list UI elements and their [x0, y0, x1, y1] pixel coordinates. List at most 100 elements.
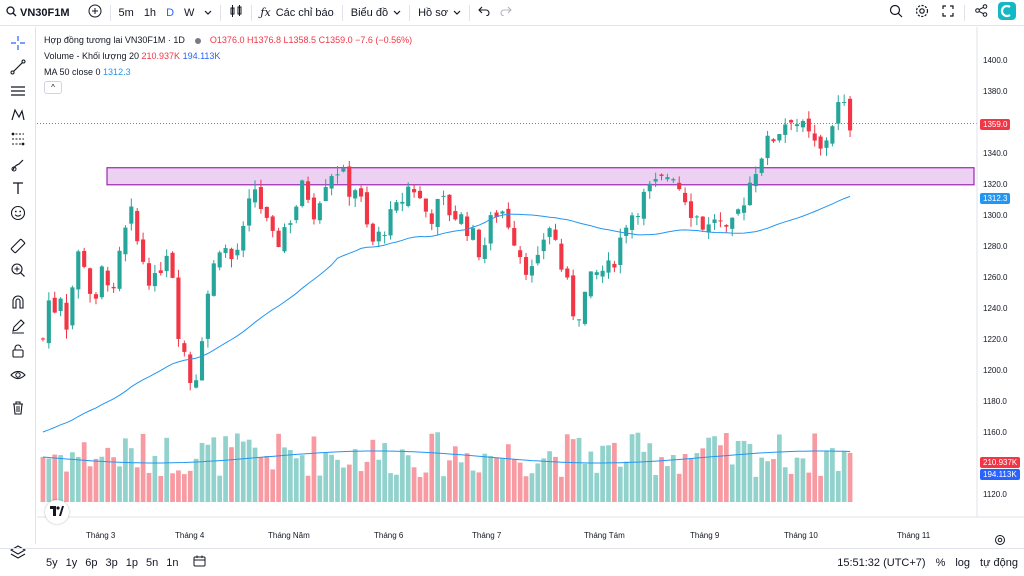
candle-body	[600, 270, 605, 277]
trendline-tool[interactable]	[6, 58, 30, 80]
candle-body	[465, 216, 470, 237]
candle-body	[335, 174, 340, 176]
volume-bar	[676, 473, 682, 502]
legend-title[interactable]: Hợp đồng tương lai VN30F1M · 1D	[44, 35, 185, 45]
time-axis: Tháng 3 Tháng 4 Tháng Năm Tháng 6 Tháng 7 Thá…	[37, 516, 1024, 540]
redo-button[interactable]	[495, 0, 517, 26]
quick-search-button[interactable]	[883, 0, 909, 26]
volume-bar	[570, 439, 576, 502]
magnet-tool[interactable]	[6, 293, 30, 315]
range-3m[interactable]: 3p	[105, 556, 118, 569]
candle-body	[535, 254, 540, 264]
range-1y[interactable]: 1y	[65, 556, 78, 569]
stay-in-drawing-tool[interactable]	[6, 317, 30, 339]
volume-bar	[612, 442, 617, 502]
zoom-search-icon	[889, 4, 903, 23]
hide-drawings-tool[interactable]	[6, 366, 30, 388]
horizontal-lines-tool[interactable]	[6, 82, 30, 104]
collapse-legend-button[interactable]: ^	[44, 81, 62, 94]
volume-bar	[346, 464, 352, 502]
candle-body	[76, 251, 81, 290]
price-chart[interactable]: 1400.01380.01360.01340.01320.01300.01280…	[37, 27, 1024, 544]
chart-type-button[interactable]	[224, 0, 248, 26]
range-5y[interactable]: 5y	[46, 556, 58, 569]
interval-dropdown[interactable]	[199, 0, 217, 26]
candle-body	[141, 239, 146, 262]
indicators-button[interactable]: ƒx Các chỉ báo	[255, 0, 338, 26]
share-button[interactable]	[968, 0, 994, 26]
profile-menu-button[interactable]: Hồ sơ	[413, 0, 466, 26]
volume-bar	[152, 455, 158, 502]
candle-body	[423, 198, 428, 212]
candle-body	[806, 118, 811, 132]
volume-bar	[765, 461, 770, 502]
calendar-icon	[193, 555, 206, 570]
pattern-tool[interactable]	[6, 106, 30, 128]
volume-bar	[417, 476, 423, 502]
interval-5m[interactable]: 5m	[118, 6, 134, 19]
fullscreen-button[interactable]	[935, 0, 961, 26]
volume-bar	[370, 439, 376, 502]
candle-body	[264, 206, 269, 218]
volume-bar	[659, 457, 664, 502]
candle-body	[435, 198, 440, 228]
brand-logo[interactable]	[994, 0, 1020, 26]
crosshair-tool[interactable]	[6, 34, 30, 56]
emoji-tool[interactable]	[6, 204, 30, 226]
interval-w[interactable]: W	[184, 6, 195, 19]
interval-d[interactable]: D	[166, 6, 175, 19]
remove-drawings-tool[interactable]	[6, 399, 30, 421]
bottom-right: 15:51:32 (UTC+7) % log tự động	[837, 549, 1018, 576]
range-6m[interactable]: 6p	[85, 556, 98, 569]
settings-button[interactable]	[909, 0, 935, 26]
volume-label[interactable]: Volume - Khối lượng 20	[44, 51, 139, 61]
zoom-in-tool[interactable]	[6, 261, 30, 283]
candle-body	[718, 220, 723, 222]
redo-icon	[500, 6, 512, 19]
candle-body	[647, 183, 652, 192]
candle-body	[123, 227, 128, 255]
candle-body	[364, 192, 370, 225]
projection-tool[interactable]	[6, 130, 30, 152]
volume-bar	[288, 450, 293, 502]
symbol-search[interactable]: VN30F1M	[0, 0, 75, 26]
chart-settings-button[interactable]	[994, 533, 1008, 547]
volume-bar	[771, 459, 776, 502]
ma-label[interactable]: MA 50 close 0	[44, 67, 101, 77]
clock-display[interactable]: 15:51:32 (UTC+7)	[837, 557, 926, 569]
volume-bar	[782, 467, 788, 502]
log-toggle[interactable]: log	[955, 557, 971, 569]
range-5d[interactable]: 5n	[146, 556, 159, 569]
chart-menu-button[interactable]: Biểu đồ	[346, 0, 406, 26]
range-1d[interactable]: 1n	[166, 556, 179, 569]
percent-toggle[interactable]: %	[935, 557, 946, 569]
undo-button[interactable]	[473, 0, 495, 26]
candle-body	[842, 101, 847, 103]
gear-icon	[915, 4, 929, 23]
chart-menu-label: Biểu đồ	[350, 6, 389, 19]
lock-drawings-tool[interactable]	[6, 342, 30, 364]
candle-body	[794, 124, 800, 127]
volume-bar	[847, 452, 853, 502]
candle-body	[836, 102, 841, 124]
candle-body	[553, 229, 558, 240]
volume-bar	[788, 473, 794, 502]
candle-body	[730, 217, 735, 229]
measure-tool[interactable]	[6, 237, 30, 259]
time-tick-label: Tháng 11	[897, 531, 931, 540]
add-symbol-button[interactable]	[83, 0, 107, 26]
range-1m[interactable]: 1p	[125, 556, 138, 569]
text-tool[interactable]	[6, 179, 30, 201]
volume-bar	[629, 434, 635, 502]
brush-tool[interactable]	[6, 156, 30, 178]
bottom-toolbar: 5y 1y 6p 3p 1p 5n 1n 15:51:32 (UTC+7) % …	[0, 548, 1024, 576]
time-tick-label: Tháng 10	[784, 531, 818, 540]
goto-date-button[interactable]	[189, 555, 210, 570]
auto-toggle[interactable]: tự động	[980, 557, 1018, 569]
divider	[251, 4, 253, 21]
volume-bar	[117, 466, 122, 502]
interval-1h[interactable]: 1h	[143, 6, 157, 19]
volume-bar	[240, 441, 246, 502]
tv-logo-badge[interactable]	[45, 500, 69, 524]
candle-body	[40, 338, 46, 340]
